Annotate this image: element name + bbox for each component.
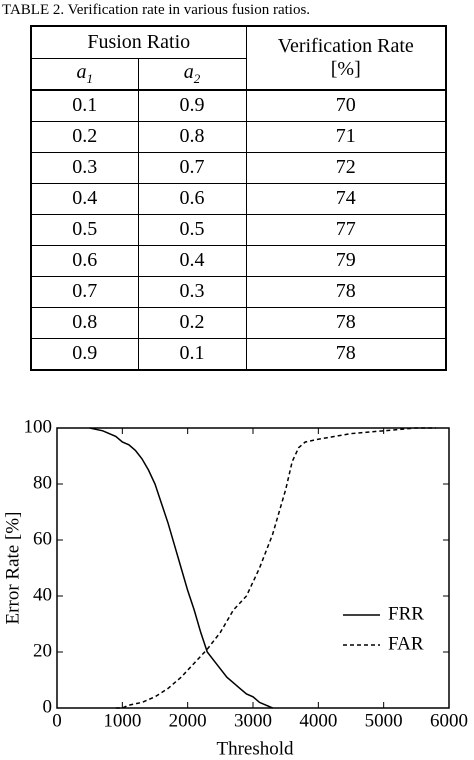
table-cell: 72 [245,151,447,184]
table-row: 0.3 0.7 72 [30,151,447,184]
table-cell: 0.8 [30,306,139,339]
header-cell: Verification Rate [%] [245,25,447,91]
table-cell: 71 [245,120,447,153]
series-line [89,427,273,709]
x-tick-label: 4000 [299,710,337,731]
subheader-symbol: a [183,60,194,83]
header-text: Verification Rate [277,34,414,57]
table-cell: 0.9 [30,337,139,370]
table-cell: 0.6 [30,244,139,277]
table-row: 0.6 0.4 79 [30,244,447,277]
table-cell: 74 [245,182,447,215]
y-tick-label: 40 [33,584,52,605]
subheader-symbol: a [76,60,87,83]
table-cell: 0.6 [137,182,247,215]
subheader-cell: a2 [137,57,247,91]
table-cell: 0.1 [30,89,139,122]
table-cell: 70 [245,89,447,122]
header-row: Fusion Ratio Verification Rate [%] [30,25,447,91]
table-cell: 78 [245,337,447,370]
x-tick-label: 0 [52,710,62,731]
y-tick-label: 0 [43,696,53,717]
table-cell: 0.7 [30,275,139,308]
x-tick-label: 2000 [169,710,207,731]
y-tick-label: 60 [33,528,52,549]
table-cell: 0.3 [30,151,139,184]
x-tick-label: 6000 [430,710,468,731]
table-cell: 78 [245,306,447,339]
table-row: 0.4 0.6 74 [30,182,447,215]
legend-label: FRR [388,603,424,624]
table-cell: 0.5 [137,213,247,246]
x-tick-label: 3000 [234,710,272,731]
plot-frame [56,427,450,709]
subheader-cell: a1 [30,57,139,91]
table-cell: 0.2 [137,306,247,339]
x-tick-label: 1000 [103,710,141,731]
legend-label: FAR [388,633,424,654]
table-cell: 78 [245,275,447,308]
table-cell: 0.3 [137,275,247,308]
header-unit: [%] [330,57,361,80]
table-cell: 0.8 [137,120,247,153]
table-cell: 79 [245,244,447,277]
table-cell: 0.4 [137,244,247,277]
series-line [115,427,436,709]
table-cell: 0.2 [30,120,139,153]
x-tick-label: 5000 [365,710,403,731]
y-tick-label: 100 [24,416,53,437]
table-row: 0.8 0.2 78 [30,306,447,339]
table-cell: 0.1 [137,337,247,370]
table-cell: 0.7 [137,151,247,184]
subheader-index: 1 [86,70,94,86]
table-cell: 0.4 [30,182,139,215]
y-tick-label: 80 [33,472,52,493]
table-row: 0.2 0.8 71 [30,120,447,153]
y-tick-label: 20 [33,640,52,661]
x-axis-label: Threshold [216,738,294,759]
y-axis-label: Error Rate [%] [2,512,23,625]
table-cell: 0.9 [137,89,247,122]
table-cell: 77 [245,213,447,246]
header-cell: Fusion Ratio [30,25,247,59]
chart: Threshold Error Rate [%] 0 1000 2000 3000 40… [2,416,468,759]
table-caption: TABLE 2. Verification rate in various fu… [2,2,311,18]
table-row: 0.1 0.9 70 [30,89,447,122]
table-row: 0.7 0.3 78 [30,275,447,308]
header-row: a1 a2 [30,57,446,91]
table-row: 0.5 0.5 77 [30,213,447,246]
subheader-index: 2 [193,70,201,86]
table-row: 0.9 0.1 78 [30,337,447,370]
table-cell: 0.5 [30,213,139,246]
table: Fusion Ratio Verification Rate [%] a1 a2 0… [30,25,447,371]
